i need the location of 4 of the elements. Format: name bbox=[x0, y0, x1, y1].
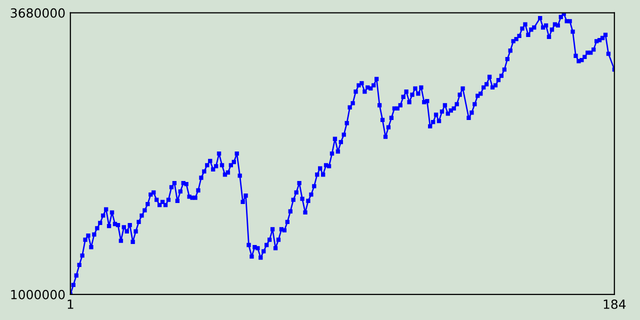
y-tick-label: 1000000 bbox=[11, 290, 65, 300]
y-tick-label: 3680000 bbox=[10, 8, 65, 18]
x-tick-label: 184 bbox=[604, 299, 626, 309]
x-tick-label: 1 bbox=[68, 300, 74, 309]
